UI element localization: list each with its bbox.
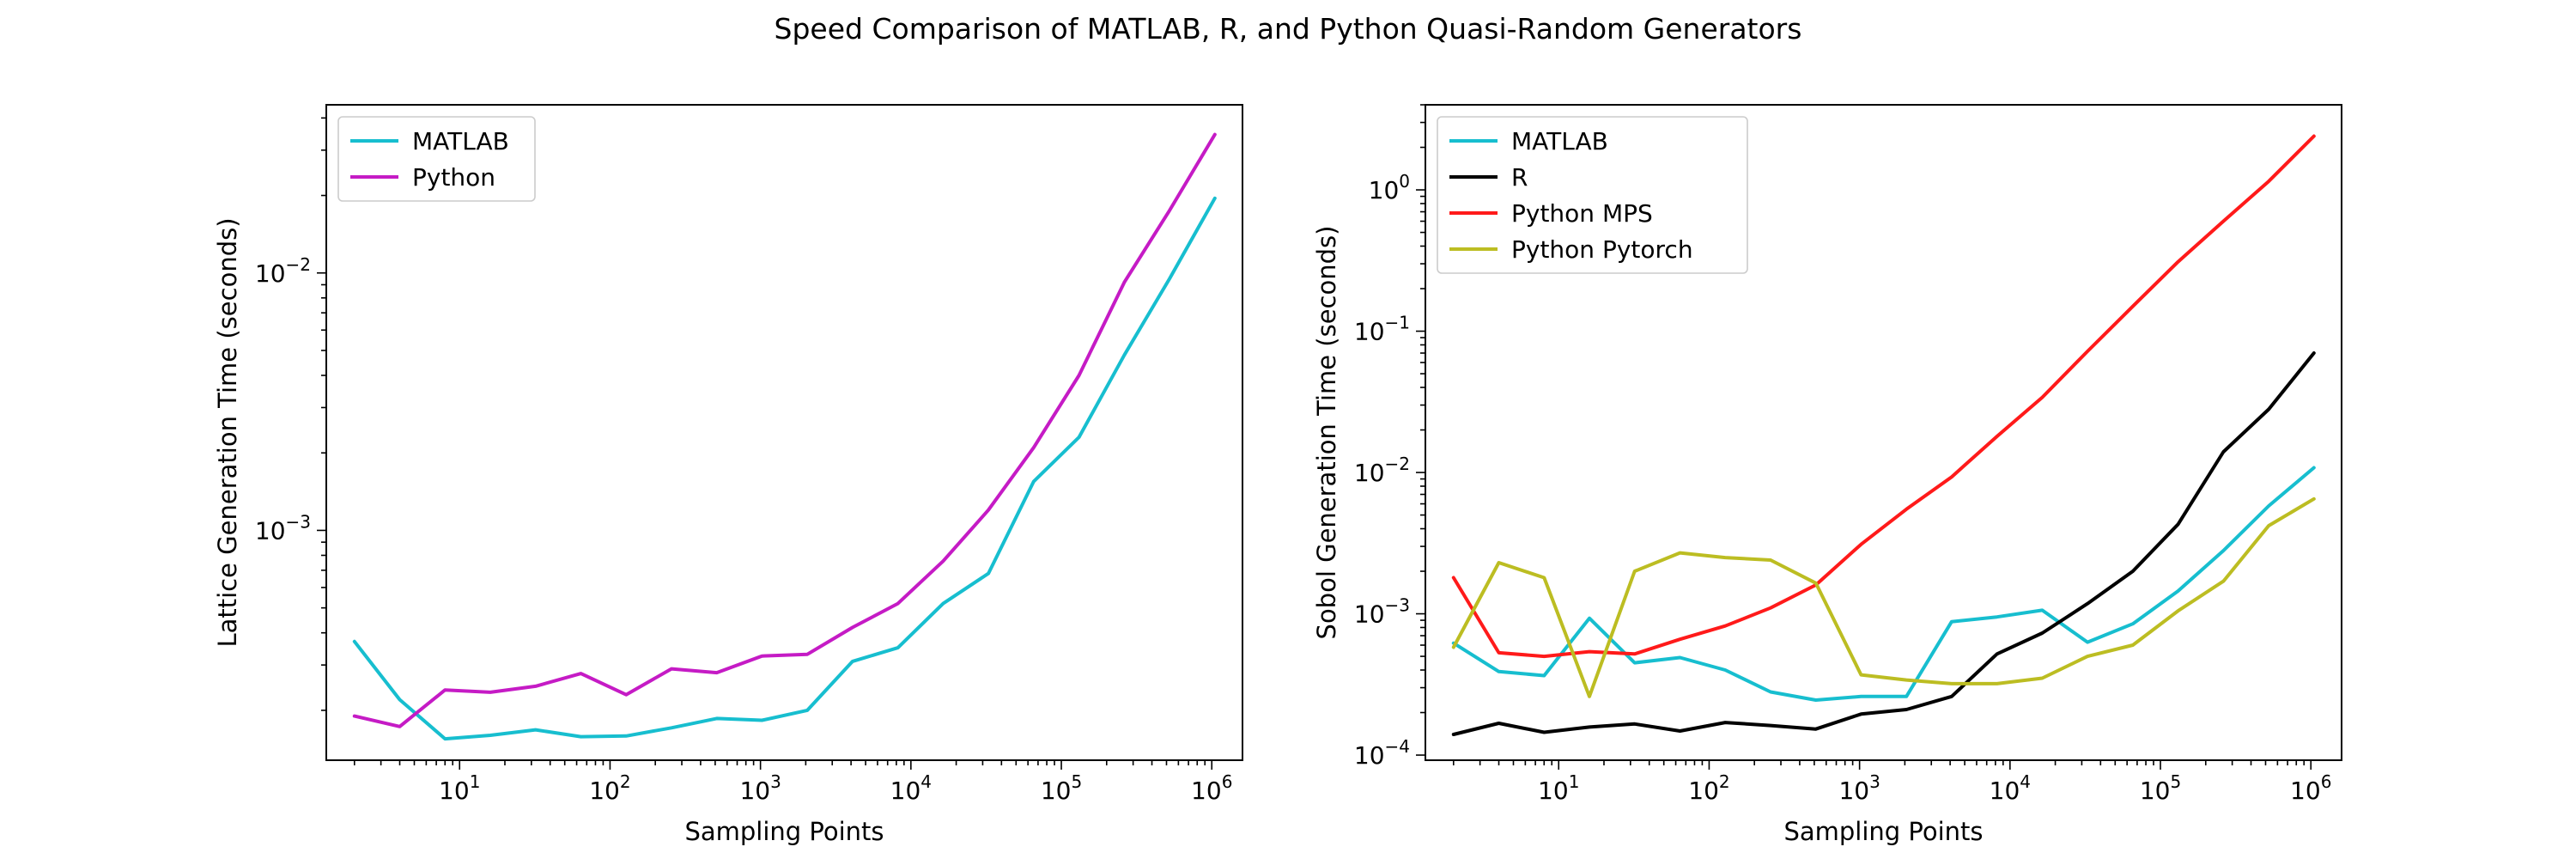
- lattice-y-axis-label: Lattice Generation Time (seconds): [213, 217, 242, 647]
- sobol-legend-entry: MATLAB: [1511, 127, 1608, 155]
- sobol-x-tick-label: 103: [1838, 771, 1880, 805]
- sobol-y-tick-label: 10−4: [1354, 736, 1410, 770]
- sobol-legend-entry: Python MPS: [1511, 199, 1653, 228]
- lattice-y-tick-label: 10−3: [255, 511, 311, 545]
- lattice-y-tick-label: 10−2: [255, 254, 311, 288]
- lattice-x-tick-label: 103: [739, 771, 781, 805]
- sobol-x-axis-label: Sampling Points: [1783, 817, 1983, 846]
- sobol-legend: MATLAB R Python MPS Python Pytorch: [1437, 116, 1748, 274]
- sobol-legend-entry: R: [1511, 163, 1528, 192]
- lattice-series-line-python: [352, 132, 1217, 728]
- lattice-x-tick-label: 102: [589, 771, 630, 805]
- lattice-legend: MATLAB Python: [337, 116, 536, 202]
- sobol-x-tick-label: 104: [1990, 771, 2031, 805]
- lattice-legend-box: [337, 116, 536, 202]
- sobol-series-line-python-mps: [1451, 134, 2316, 659]
- sobol-y-axis-label: Sobol Generation Time (seconds): [1312, 226, 1341, 640]
- sobol-x-tick-label: 101: [1538, 771, 1579, 805]
- sobol-x-tick-label: 105: [2140, 771, 2181, 805]
- sobol-y-tick-label: 10−2: [1354, 454, 1410, 487]
- sobol-y-tick-label: 10−1: [1354, 313, 1410, 346]
- sobol-y-tick-label: 100: [1369, 171, 1410, 204]
- lattice-legend-entry: MATLAB: [412, 127, 509, 155]
- lattice-series-line-matlab: [352, 196, 1217, 741]
- lattice-chart: 101 102 103 104 105 106 10−3 10−2 Sampling Point…: [213, 104, 1243, 846]
- lattice-x-tick-label: 101: [439, 771, 480, 805]
- sobol-x-tick-label: 102: [1688, 771, 1729, 805]
- lattice-x-tick-label: 106: [1191, 771, 1232, 805]
- sobol-chart: 101 102 103 104 105 106 10−4 10−3 10−2 10−1 100 Sam…: [1312, 104, 2342, 846]
- sobol-axes-frame: [1425, 104, 2342, 761]
- sobol-series-line-r: [1451, 351, 2316, 736]
- sobol-legend-box: [1437, 116, 1748, 274]
- lattice-legend-entry: Python: [412, 163, 495, 192]
- sobol-legend-entry: Python Pytorch: [1511, 235, 1693, 264]
- lattice-x-tick-label: 104: [890, 771, 932, 805]
- sobol-series-line-python-pytorch: [1451, 497, 2316, 698]
- sobol-x-tick-label: 106: [2290, 771, 2331, 805]
- lattice-axes-frame: [325, 104, 1243, 761]
- lattice-x-axis-label: Sampling Points: [684, 817, 884, 846]
- lattice-x-tick-label: 105: [1041, 771, 1082, 805]
- sobol-y-tick-label: 10−3: [1354, 595, 1410, 629]
- sobol-series-line-matlab: [1451, 466, 2316, 702]
- figure-title: Speed Comparison of MATLAB, R, and Pytho…: [775, 12, 1802, 46]
